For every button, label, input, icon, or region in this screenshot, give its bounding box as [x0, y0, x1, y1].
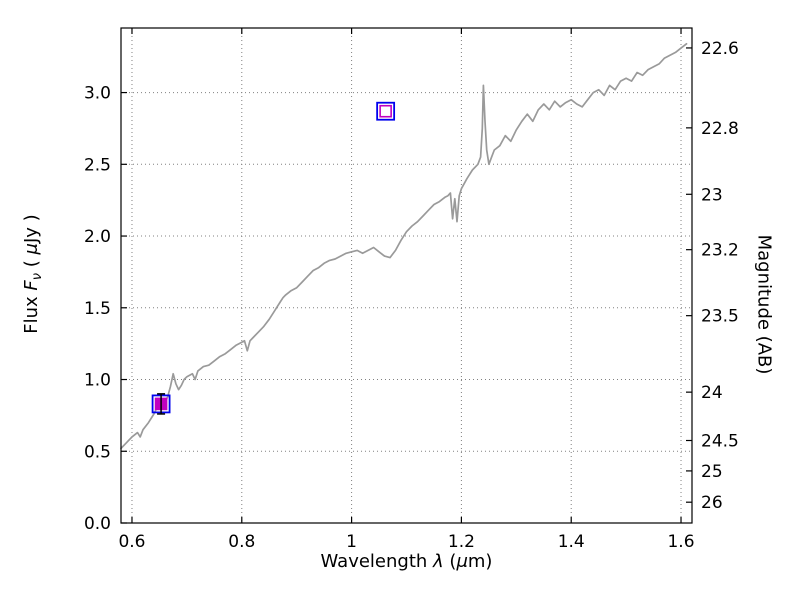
y-tick-right-label: 22.6 — [701, 39, 739, 59]
x-tick-label: 1.4 — [558, 532, 585, 552]
y-tick-right-label: 25 — [701, 462, 723, 482]
x-tick-label: 1.2 — [448, 532, 475, 552]
x-tick-label: 1 — [346, 532, 357, 552]
y-tick-left-label: 1.5 — [84, 299, 111, 319]
y-tick-left-label: 2.5 — [84, 155, 111, 175]
x-axis-label: Wavelength λ (μm) — [121, 551, 692, 572]
x-tick-label: 0.6 — [118, 532, 145, 552]
x-axis-label-paren: ( — [443, 551, 457, 572]
spectrum-line — [120, 42, 688, 450]
photometry-inner-square — [379, 104, 392, 118]
flux-label-paren: ( — [21, 254, 42, 273]
x-axis-label-unit: m) — [467, 551, 493, 572]
y-tick-right-label: 26 — [701, 493, 723, 513]
mu-symbol-y: μ — [21, 243, 42, 255]
y-tick-right-label: 23.2 — [701, 241, 739, 261]
y-tick-right-label: 24 — [701, 383, 723, 403]
y-tick-right-label: 23 — [701, 185, 723, 205]
x-tick-label: 1.6 — [667, 532, 694, 552]
y-tick-left-label: 1.0 — [84, 371, 111, 391]
mu-symbol: μ — [456, 551, 468, 572]
photometry-outer-square — [376, 101, 396, 121]
x-tick-label: 0.8 — [228, 532, 255, 552]
nu-subscript: ν — [30, 272, 45, 281]
y-tick-right-label: 24.5 — [701, 432, 739, 452]
y-tick-right-label: 22.8 — [701, 119, 739, 139]
flux-label-text: Flux — [21, 290, 42, 334]
F-symbol: F — [21, 280, 42, 291]
y-tick-left-label: 0.5 — [84, 442, 111, 462]
y-tick-left-label: 3.0 — [84, 84, 111, 104]
y-tick-left-label: 0.0 — [84, 514, 111, 534]
lambda-symbol: λ — [433, 551, 444, 572]
axes-spines — [120, 27, 693, 524]
x-axis-label-text: Wavelength — [320, 551, 434, 572]
y-axis-label-flux: Flux Fν ( μJy ) — [21, 124, 45, 424]
flux-label-unit: Jy ) — [21, 214, 42, 244]
y-tick-right-label: 23.5 — [701, 307, 739, 327]
y-axis-label-magnitude: Magnitude (AB) — [753, 234, 775, 375]
y-tick-left-label: 2.0 — [84, 227, 111, 247]
